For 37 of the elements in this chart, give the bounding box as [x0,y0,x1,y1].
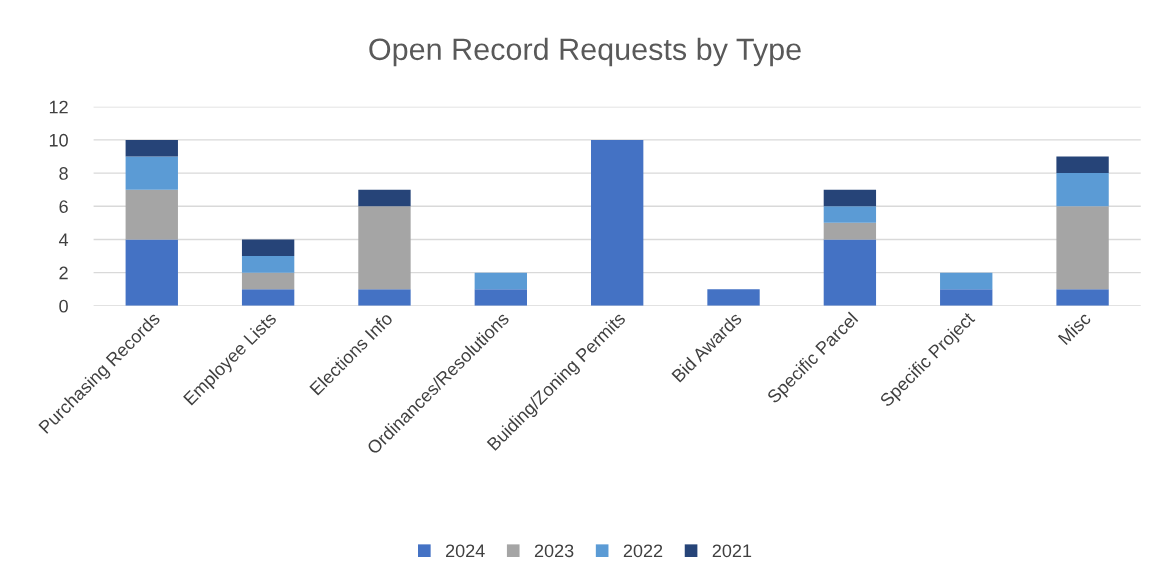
bar [1056,289,1109,306]
bar [823,189,877,207]
legend-label: 2022 [623,544,663,558]
bar [241,289,295,306]
bar [474,289,527,306]
bar [125,139,178,157]
bar [823,239,877,306]
y-tick-label: 4 [58,233,69,246]
y-tick-label: 0 [59,299,68,313]
y-tick-label: 2 [59,266,68,280]
bar [1056,173,1109,207]
y-tick-label: 10 [49,133,68,147]
bar [940,272,993,290]
bar [358,206,411,290]
bar [241,239,295,257]
bar [358,289,411,306]
bar [940,289,993,306]
bar [823,222,877,240]
bar [241,256,295,273]
legend-label: 2021 [712,544,752,558]
bar [823,206,877,223]
bar [125,239,178,306]
bar [1056,206,1109,290]
bar [474,272,527,290]
bar [1056,156,1109,174]
bar [591,139,644,306]
y-tick-label: 12 [49,100,68,114]
bar [707,289,760,306]
y-tick-label: 8 [59,167,68,180]
y-tick-label: 6 [59,200,68,213]
bar [125,156,178,190]
bar [125,189,178,240]
bar [358,189,411,207]
bar [241,272,295,290]
chart-title: Open Record Requests by Type [369,37,801,67]
legend-label: 2023 [534,544,574,558]
legend-label: 2024 [446,544,485,558]
